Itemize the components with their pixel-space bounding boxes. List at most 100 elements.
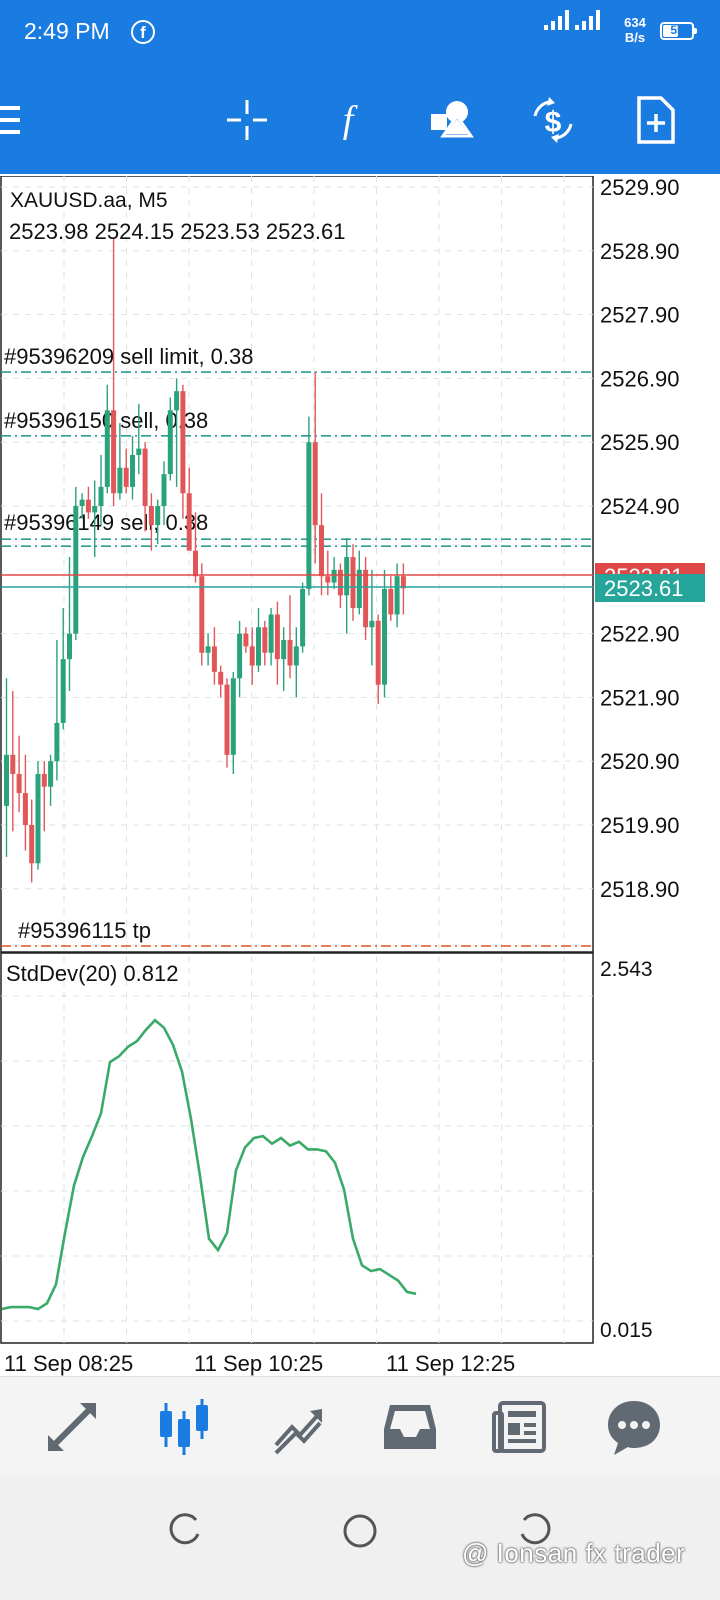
bottom-navigation <box>0 1376 720 1477</box>
candle-body <box>67 633 72 660</box>
trade-icon <box>274 1409 322 1455</box>
nav-chart[interactable] <box>152 1395 216 1459</box>
time-tick-label: 11 Sep 10:25 <box>194 1351 323 1376</box>
candle-body <box>199 576 205 653</box>
candle-body <box>375 620 381 685</box>
price-tick-label: 2524.90 <box>600 494 680 519</box>
indicator-frame <box>0 952 594 1344</box>
price-tick-label: 2528.90 <box>600 239 680 264</box>
battery-percent: 55 <box>670 23 684 37</box>
candle-body <box>104 410 110 487</box>
signal-icon <box>575 8 600 30</box>
indicators-button[interactable]: f <box>320 92 376 148</box>
candle-body <box>4 754 9 806</box>
candle-body <box>117 467 123 494</box>
symbol-label: XAUUSD.aa, M5 <box>10 189 168 212</box>
candle-body <box>382 588 387 685</box>
watermark: @ Ionsan fx trader <box>462 1538 686 1568</box>
candle-body <box>98 486 104 506</box>
candle-body <box>287 639 293 666</box>
candle-body <box>268 614 274 653</box>
price-tick-label: 2525.90 <box>600 430 680 455</box>
time-axis: 11 Sep 08:25 11 Sep 10:25 11 Sep 12:25 <box>4 1351 515 1376</box>
bid-price: 2523.61 <box>604 576 684 601</box>
candle-body <box>136 448 142 455</box>
candle-body <box>73 506 79 634</box>
candle-body <box>243 633 249 647</box>
candle-body <box>29 825 35 864</box>
candle-body <box>180 391 186 494</box>
candle-body <box>167 410 173 475</box>
candle-body <box>224 684 230 755</box>
price-tick-label: 2529.90 <box>600 176 680 200</box>
candle-body <box>85 499 91 513</box>
order-label: #95396115 tp <box>18 918 151 943</box>
ohlc-label: 2523.98 2524.15 2523.53 2523.61 <box>9 219 345 244</box>
price-tick-label: 2526.90 <box>600 366 680 391</box>
candle-body <box>331 569 337 583</box>
candle-body <box>344 557 350 596</box>
back-icon <box>520 1513 551 1545</box>
system-navigation <box>0 1476 720 1600</box>
candle-body <box>400 576 406 589</box>
nav-quotes[interactable] <box>40 1395 104 1459</box>
new-order-icon <box>637 96 675 144</box>
network-speed: 634 B/s <box>620 15 650 45</box>
price-tick-label: 2521.90 <box>600 685 680 710</box>
nav-news[interactable] <box>490 1395 554 1459</box>
stddev-series <box>1 1018 417 1311</box>
objects-button[interactable] <box>423 92 479 148</box>
nav-messages[interactable] <box>602 1395 666 1459</box>
candle-body <box>218 671 224 685</box>
price-chart[interactable]: #95396209 sell limit, 0.38#95396150 sell… <box>0 175 720 1376</box>
candle-body <box>325 576 331 583</box>
nav-history[interactable] <box>378 1395 442 1459</box>
price-tick-label: 2520.90 <box>600 749 680 774</box>
nav-trade[interactable] <box>266 1395 330 1459</box>
candle-body <box>281 639 287 660</box>
candle-body <box>130 454 135 487</box>
grid-lines <box>1 176 593 1343</box>
candle-body <box>293 646 299 666</box>
new-order-button[interactable] <box>627 92 683 148</box>
chart-area[interactable]: #95396209 sell limit, 0.38 #95396150 sell… <box>0 175 720 1376</box>
candle-body <box>16 773 22 794</box>
candle-body <box>350 557 356 609</box>
chart-candles-icon <box>160 1399 208 1455</box>
price-tick-label: 2527.90 <box>600 303 680 328</box>
crosshair-icon <box>227 100 267 140</box>
candle-body <box>35 773 41 864</box>
candle-body <box>388 588 394 615</box>
bid-price-tag <box>595 574 705 602</box>
battery-icon: 55 <box>660 22 697 40</box>
candle-body <box>356 569 362 609</box>
menu-button[interactable] <box>0 92 42 148</box>
candle-body <box>363 569 369 628</box>
chat-icon <box>608 1401 660 1455</box>
timeframe-icon: $ <box>533 97 573 143</box>
candle-body <box>337 569 343 596</box>
candle-body <box>111 410 117 494</box>
signal-icon <box>544 8 569 30</box>
home-button[interactable] <box>335 1506 385 1556</box>
battery-level <box>663 25 679 37</box>
news-icon <box>492 1401 546 1453</box>
price-tick-label: 2522.90 <box>600 622 680 647</box>
candle-body <box>312 442 318 526</box>
recent-apps-icon <box>169 1513 200 1545</box>
candle-body <box>274 614 280 660</box>
home-icon <box>343 1514 377 1548</box>
back-button[interactable] <box>510 1506 560 1556</box>
candle-body <box>41 773 47 787</box>
status-time: 2:49 PM <box>24 18 110 44</box>
stddev-line <box>1 1018 417 1311</box>
candle-body <box>306 442 312 589</box>
candle-body <box>249 646 255 666</box>
crosshair-button[interactable] <box>219 92 275 148</box>
price-tick-label: 2519.90 <box>600 813 680 838</box>
recent-apps-button[interactable] <box>160 1506 210 1556</box>
candle-body <box>123 467 129 487</box>
svg-text:f: f <box>343 99 358 141</box>
candle-body <box>148 506 154 526</box>
timeframe-button[interactable]: $ <box>525 92 581 148</box>
